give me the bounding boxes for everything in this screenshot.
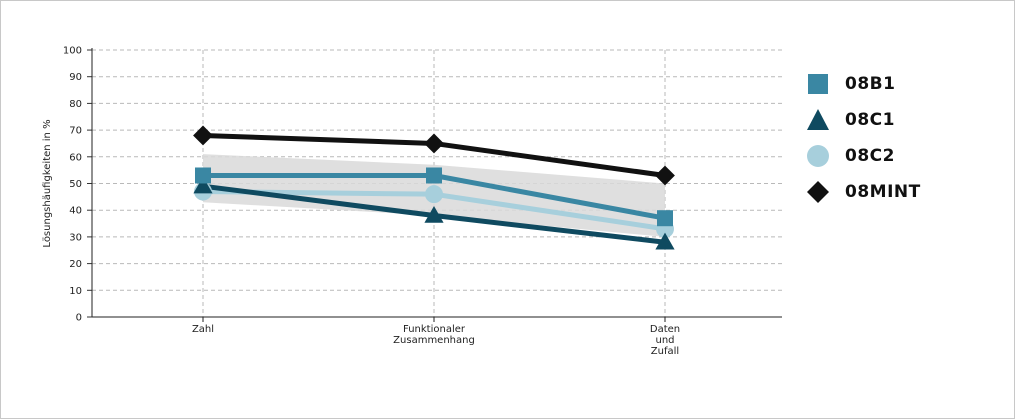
legend-item-08mint: 08MINT — [805, 174, 921, 210]
data-point-08mint — [424, 133, 444, 154]
data-point-08c1 — [655, 232, 675, 250]
legend-item-08c1: 08C1 — [805, 102, 921, 138]
legend-item-08b1: 08B1 — [805, 66, 921, 102]
y-axis-label: Lösungshäufigkeiten in % — [42, 119, 53, 247]
data-point-08mint — [655, 165, 675, 186]
legend-label: 08C2 — [845, 146, 895, 166]
data-point-08b1 — [657, 210, 673, 227]
data-point-08c1 — [193, 176, 213, 194]
y-tick-label: 50 — [69, 179, 82, 190]
legend-item-08c2: 08C2 — [805, 138, 921, 174]
legend-label: 08MINT — [845, 182, 921, 202]
data-point-08mint — [193, 125, 213, 146]
y-tick-label: 10 — [69, 286, 82, 297]
data-point-08c2 — [425, 185, 443, 204]
legend-label: 08C1 — [845, 110, 895, 130]
x-tick-label: Daten und Zufall — [650, 324, 680, 357]
y-tick-label: 0 — [76, 313, 82, 324]
data-point-08c1 — [424, 205, 444, 223]
data-point-08b1 — [426, 167, 442, 184]
y-tick-label: 20 — [69, 259, 82, 270]
y-tick-label: 60 — [69, 152, 82, 163]
legend: 08B1 08C1 08C2 08MINT — [805, 66, 921, 210]
triangle-icon — [807, 109, 829, 130]
legend-label: 08B1 — [845, 74, 896, 94]
diamond-icon — [807, 181, 829, 203]
y-tick-label: 30 — [69, 232, 82, 243]
data-point-08b1 — [195, 167, 211, 184]
y-tick-label: 40 — [69, 206, 82, 217]
x-tick-label: Funktionaler Zusammenhang — [393, 324, 475, 346]
y-tick-label: 100 — [63, 46, 82, 57]
y-tick-label: 70 — [69, 126, 82, 137]
y-tick-label: 80 — [69, 99, 82, 110]
circle-icon — [807, 145, 829, 167]
x-tick-label: Zahl — [192, 324, 214, 335]
square-icon — [808, 74, 828, 94]
y-tick-label: 90 — [69, 72, 82, 83]
